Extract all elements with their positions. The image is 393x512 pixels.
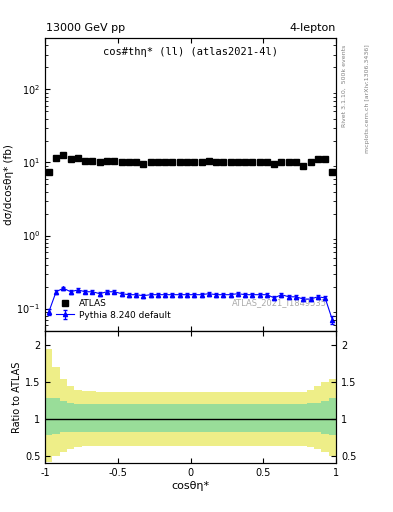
ATLAS <box>279 159 284 165</box>
ATLAS <box>75 155 80 161</box>
Text: ATLAS_2021_I1849535: ATLAS_2021_I1849535 <box>232 298 327 307</box>
ATLAS <box>127 159 131 165</box>
ATLAS <box>257 159 262 165</box>
ATLAS <box>105 158 109 164</box>
ATLAS <box>243 159 248 165</box>
Text: 13000 GeV pp: 13000 GeV pp <box>46 23 125 33</box>
ATLAS <box>294 159 298 165</box>
ATLAS <box>250 159 255 165</box>
ATLAS <box>221 159 226 165</box>
ATLAS <box>148 159 153 165</box>
ATLAS <box>83 158 88 164</box>
ATLAS <box>141 161 146 167</box>
X-axis label: cosθη*: cosθη* <box>171 481 210 491</box>
ATLAS <box>264 159 269 165</box>
ATLAS <box>90 158 95 164</box>
Y-axis label: Ratio to ATLAS: Ratio to ATLAS <box>12 361 22 433</box>
ATLAS <box>163 159 167 165</box>
ATLAS <box>192 159 196 165</box>
ATLAS <box>170 159 175 165</box>
ATLAS <box>330 168 335 175</box>
ATLAS <box>235 159 240 165</box>
ATLAS <box>308 159 313 165</box>
ATLAS <box>286 159 291 165</box>
Line: ATLAS: ATLAS <box>46 152 336 175</box>
ATLAS <box>177 159 182 165</box>
ATLAS <box>301 163 306 169</box>
ATLAS <box>46 168 51 175</box>
ATLAS <box>68 156 73 162</box>
ATLAS <box>323 156 327 162</box>
ATLAS <box>199 159 204 165</box>
Y-axis label: dσ/dcosθη* (fb): dσ/dcosθη* (fb) <box>4 144 14 225</box>
ATLAS <box>112 158 117 164</box>
ATLAS <box>97 159 102 165</box>
Text: Rivet 3.1.10,  500k events: Rivet 3.1.10, 500k events <box>342 44 347 126</box>
Text: 4-lepton: 4-lepton <box>289 23 336 33</box>
ATLAS <box>214 159 219 165</box>
ATLAS <box>54 155 59 161</box>
ATLAS <box>185 159 189 165</box>
Text: mcplots.cern.ch [arXiv:1306.3436]: mcplots.cern.ch [arXiv:1306.3436] <box>365 44 370 153</box>
ATLAS <box>134 159 138 165</box>
ATLAS <box>228 159 233 165</box>
ATLAS <box>206 158 211 164</box>
ATLAS <box>61 153 66 159</box>
Legend: ATLAS, Pythia 8.240 default: ATLAS, Pythia 8.240 default <box>53 295 174 323</box>
ATLAS <box>316 156 320 162</box>
ATLAS <box>119 159 124 165</box>
Text: cos#thη* (ll) (atlas2021-4l): cos#thη* (ll) (atlas2021-4l) <box>103 47 278 57</box>
ATLAS <box>156 159 160 165</box>
ATLAS <box>272 161 277 167</box>
